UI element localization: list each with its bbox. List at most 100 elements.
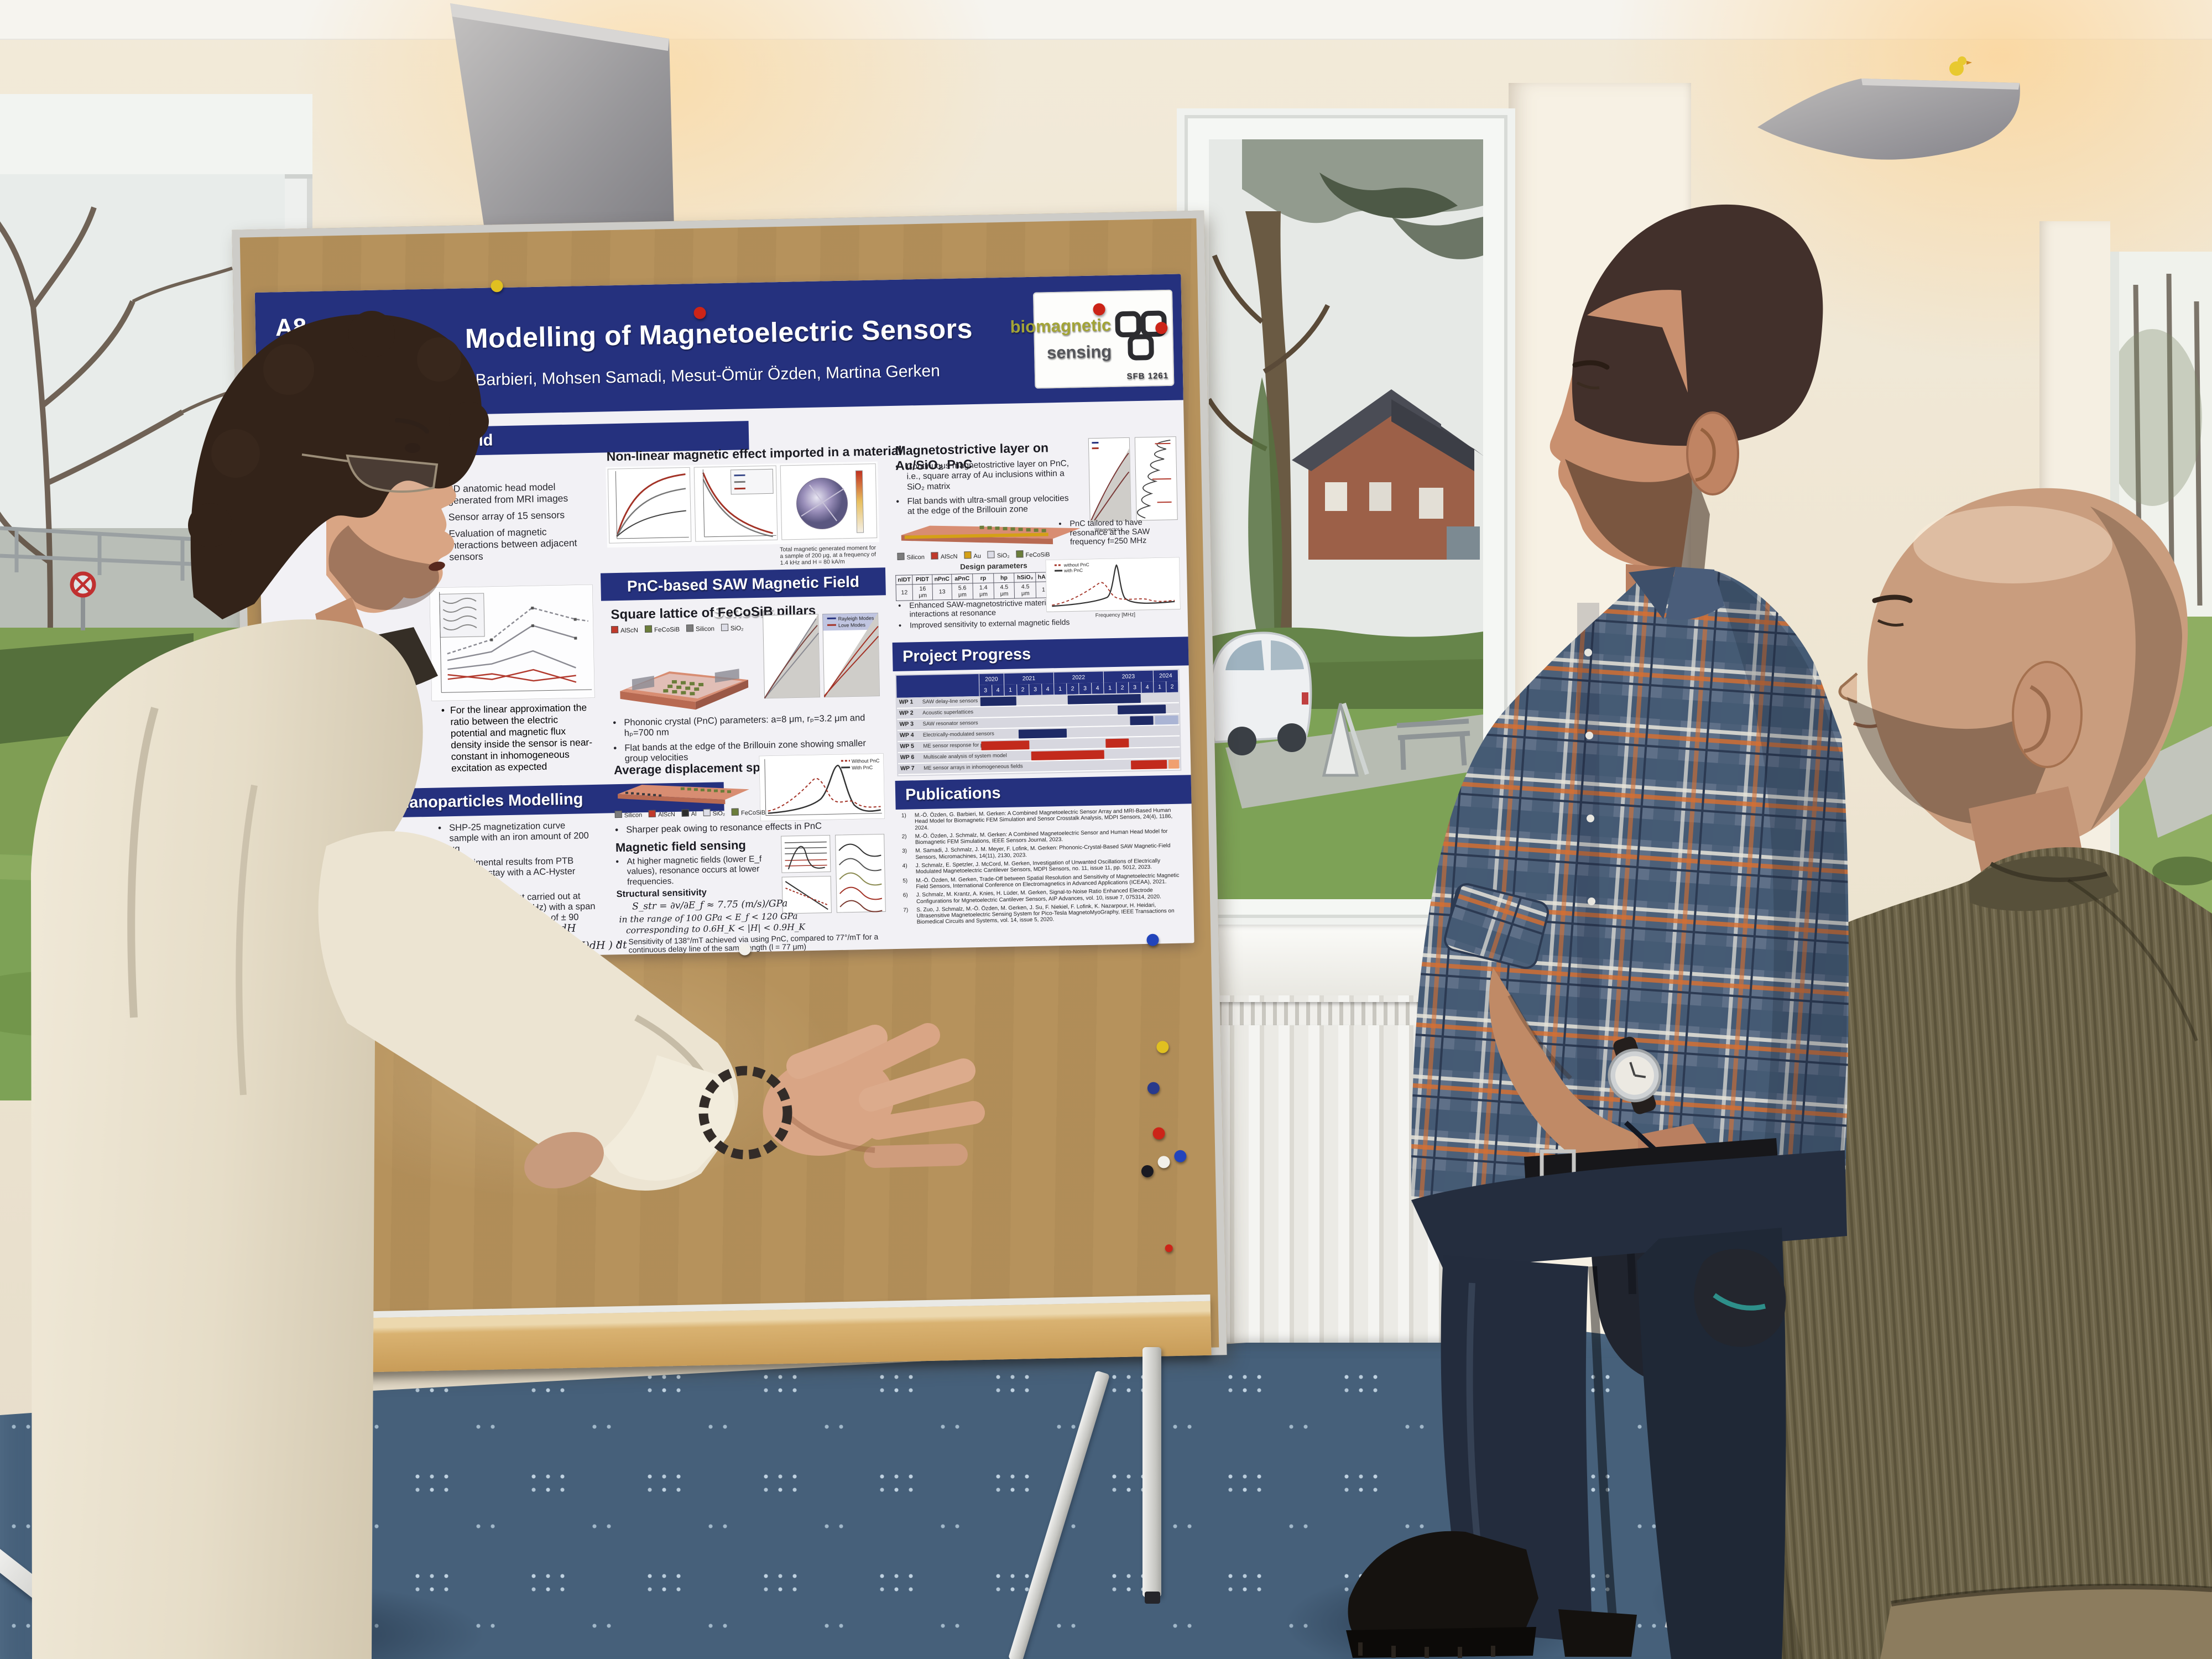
mini-charts-sensing [781, 833, 886, 914]
right-man-beard [1847, 697, 2047, 825]
bench [1396, 718, 1470, 770]
middle-man-hair [1572, 204, 1823, 446]
pushpin-blue [1174, 1150, 1187, 1162]
mini-chart-sensor-lines [429, 584, 595, 701]
window-middle-scene [1209, 139, 1483, 899]
person-presenter [31, 311, 985, 1659]
rolled-cuff [1444, 883, 1550, 969]
middle-man-head [1550, 204, 1823, 624]
middle-man-forearm [1489, 968, 1660, 1179]
presenter-beard [328, 525, 439, 610]
svg-text:Without PnC: Without PnC [852, 758, 880, 764]
brick-house [1292, 389, 1483, 560]
gantt-quarter: 1 [1154, 681, 1167, 693]
right-man-head [1838, 488, 2188, 914]
right-man-trousers [1880, 1585, 2212, 1659]
pushpin-navy [1147, 1082, 1160, 1094]
big-tree [1209, 211, 1331, 703]
middle-man-boot-2 [1558, 1609, 1637, 1657]
ceiling [0, 0, 2212, 40]
gantt-year: 2023 [1103, 670, 1154, 683]
window-right-scene [2119, 252, 2212, 971]
gantt-year: 2022 [1053, 671, 1104, 684]
svg-text:without PnC: without PnC [1063, 562, 1089, 568]
gantt-bar [1130, 760, 1167, 770]
logo-text-1: biomagnetic [1010, 315, 1112, 337]
window-middle [1177, 108, 1515, 925]
window-middle-view [1209, 139, 1483, 899]
gantt-quarter: 3 [1029, 684, 1042, 696]
mini-chart-displacement-spectrum: Without PnC With PnC [759, 753, 885, 821]
table-value-cell: 4.5 μm [1014, 582, 1036, 599]
poster: A8 Modelling of Magnetoelectric Sensors … [254, 274, 1194, 962]
svg-text:Frequency [MHz]: Frequency [MHz] [1095, 612, 1136, 618]
pushpin-red [1152, 1127, 1165, 1140]
svg-text:with PnC: with PnC [1063, 567, 1083, 573]
mini-charts-band-structure: Rayleigh Modes Love Modes [763, 613, 880, 699]
svg-text:Rayleigh Modes: Rayleigh Modes [838, 615, 874, 622]
device-diagram-au-pnc [901, 525, 1081, 545]
gantt-bar [1105, 738, 1129, 748]
presenter-head [188, 311, 489, 695]
chain-links-icon [1115, 310, 1167, 361]
pushpin-white [1157, 1156, 1170, 1168]
person-middle [1346, 204, 1849, 1659]
presenter-left-hand [524, 1131, 604, 1189]
gloves-in-hand [1694, 1249, 1786, 1347]
middle-man-lower [1346, 1138, 1847, 1659]
gantt-bar [1067, 694, 1141, 705]
pushpin-black [1141, 1165, 1154, 1178]
fence [0, 526, 194, 581]
presenter-hair [190, 314, 482, 619]
presenter-bracelet [698, 1066, 792, 1160]
middle-man-beard [1565, 459, 1710, 572]
poster-board: A8 Modelling of Magnetoelectric Sensors … [232, 210, 1227, 1375]
wristwatch [1608, 1036, 1662, 1114]
pushpin-blue [1146, 933, 1159, 946]
pnc-tailored-note: • PnC tailored to have resonance at the S… [1058, 518, 1150, 547]
gantt-quarter: 3 [1129, 682, 1142, 693]
svg-text:Wavevector k: Wavevector k [1094, 526, 1123, 533]
window-left-blind-box [0, 94, 312, 179]
pushpin-red-small [1165, 1244, 1173, 1253]
gantt-quarter: 2 [1016, 684, 1030, 696]
svg-text:With PnC: With PnC [852, 765, 873, 771]
logo-sfb: SFB 1261 [1126, 371, 1169, 382]
middle-man-shirt [1411, 567, 1849, 1212]
presenter-body [31, 619, 738, 1659]
gantt-quarter: 2 [1116, 682, 1129, 693]
wall-lamp-right [1757, 56, 2020, 160]
mini-charts-au-bands: Wavevector k [1088, 436, 1178, 533]
gantt-quarter: 4 [1041, 684, 1055, 695]
gantt-bar [1018, 728, 1067, 739]
mini-charts-nonlinear [606, 461, 879, 548]
presenter-arm [318, 831, 738, 1191]
device-diagram-delay-line [618, 785, 749, 805]
conifer-branches [1242, 139, 1483, 259]
gantt-year: 2024 [1153, 670, 1179, 682]
middle-man-boot [1348, 1531, 1538, 1657]
gantt-quarter: 1 [1054, 683, 1067, 695]
stand-pole [1142, 1347, 1161, 1597]
gantt-bar [1155, 715, 1178, 725]
svg-text:Love Modes: Love Modes [838, 622, 866, 628]
pushpin-yellow [1156, 1041, 1169, 1053]
gantt-bar [1117, 705, 1166, 714]
gantt-quarter: 4 [1141, 681, 1154, 693]
wall-lamp-left [450, 3, 675, 250]
legend-item: FeCoSiB [1016, 550, 1050, 559]
gantt-quarter: 2 [1166, 681, 1179, 693]
presenter-cuff [602, 1055, 735, 1181]
device-diagram-pillars [620, 669, 749, 710]
gantt-quarter: 2 [1066, 683, 1079, 695]
no-stopping-sign [70, 571, 96, 630]
legend-swatch [1016, 550, 1024, 558]
table-header-cell: hSiO₂ [1014, 572, 1036, 583]
presenter-hand [524, 1023, 985, 1189]
logo-text-2: sensing [1046, 341, 1112, 363]
gantt-bar [1130, 716, 1154, 726]
a-frame-sign [1322, 702, 1369, 777]
presenter-glasses [346, 454, 439, 493]
gantt-quarter: 1 [1104, 682, 1117, 694]
